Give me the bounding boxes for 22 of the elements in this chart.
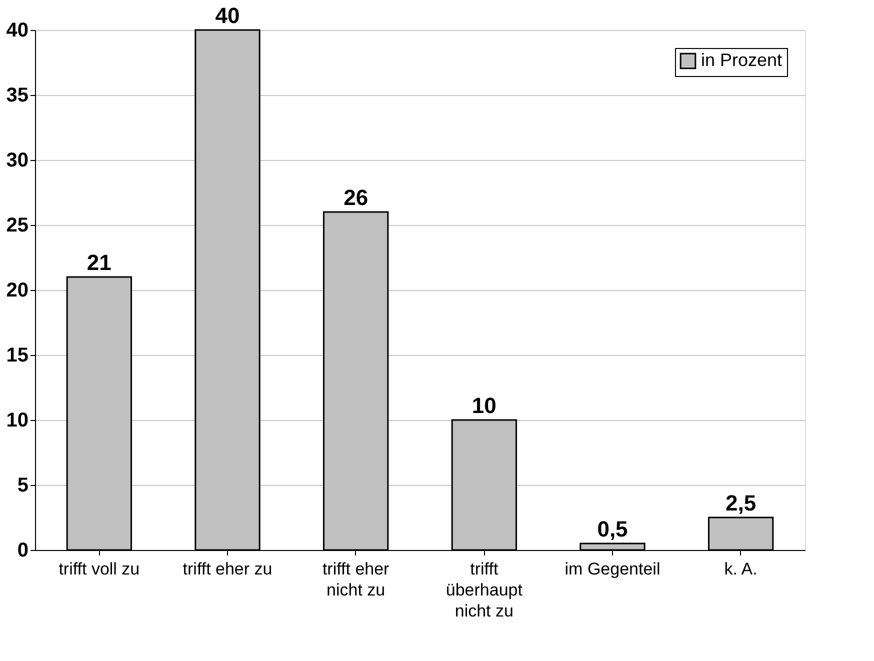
y-tick-label: 30 [6, 150, 28, 172]
data-label: 40 [215, 3, 240, 28]
data-label: 2,5 [726, 490, 756, 516]
y-tick-label: 40 [6, 20, 28, 42]
x-tick-label: trifft voll zu [58, 560, 140, 578]
y-tick-label: 5 [17, 474, 28, 496]
y-tick-label: 0 [17, 540, 28, 562]
x-tick-label: trifft überhaupt nicht zu [446, 560, 523, 620]
y-tick-label: 20 [6, 280, 28, 302]
data-label: 0,5 [597, 516, 628, 542]
data-label: 10 [472, 393, 496, 418]
y-tick-label: 10 [6, 410, 28, 432]
legend-label: in Prozent [701, 50, 782, 70]
y-tick-label: 15 [6, 344, 28, 366]
x-tick-label: k. A. [724, 560, 758, 578]
x-tick-label: trifft eher zu [182, 560, 272, 578]
data-label: 21 [86, 250, 112, 275]
y-tick-label: 25 [6, 214, 28, 236]
y-tick-label: 35 [6, 84, 28, 106]
x-tick-label: im Gegenteil [564, 560, 660, 578]
data-label: 26 [344, 185, 368, 210]
x-tick-label: trifft eher nicht zu [322, 560, 390, 600]
